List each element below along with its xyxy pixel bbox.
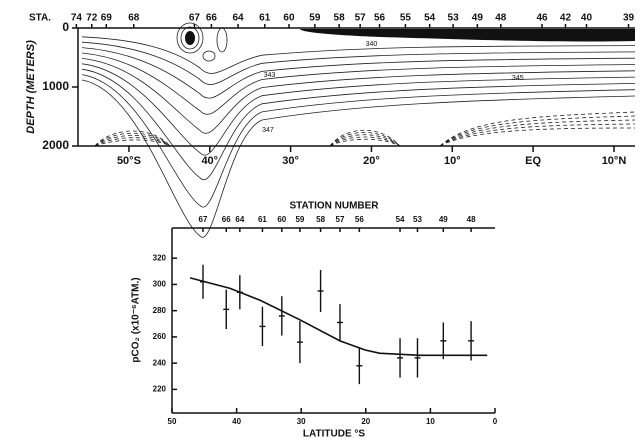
contour-label: 347 — [262, 127, 274, 134]
station-label: 58 — [316, 215, 325, 224]
station-label: 60 — [277, 215, 286, 224]
station-label: 61 — [259, 13, 271, 24]
contour-field — [81, 22, 636, 238]
contour-label: 340 — [366, 41, 378, 48]
station-label: 57 — [355, 13, 367, 24]
contour-label: 343 — [264, 72, 276, 79]
station-label: 39 — [623, 13, 635, 24]
station-label: 68 — [128, 13, 140, 24]
contour-line — [94, 127, 636, 147]
station-label: 42 — [560, 13, 572, 24]
y-tick-label: 1000 — [42, 79, 69, 93]
eddy-contour — [216, 27, 228, 53]
y-tick-label: 220 — [153, 384, 167, 393]
station-label: 64 — [233, 13, 245, 24]
x-tick-label: 20° — [363, 155, 380, 167]
station-label: 66 — [222, 215, 231, 224]
station-label: 55 — [400, 13, 412, 24]
station-label: 60 — [283, 13, 295, 24]
contour-line — [81, 47, 636, 99]
station-label: 49 — [439, 215, 448, 224]
station-label: 54 — [424, 13, 436, 24]
y-tick-label: 300 — [153, 280, 167, 289]
contour-line — [81, 68, 636, 181]
top-axis-title: STATION NUMBER — [289, 201, 379, 212]
x-tick-label: 40° — [201, 155, 218, 167]
station-label: 59 — [295, 215, 304, 224]
contour-label: 345 — [512, 75, 524, 82]
eddy-contour — [202, 50, 216, 62]
station-label: 49 — [472, 13, 484, 24]
contour-line — [94, 119, 636, 147]
station-label: 53 — [413, 215, 422, 224]
eddy-contour — [176, 22, 204, 54]
station-label: 66 — [206, 13, 218, 24]
station-label: 67 — [189, 13, 201, 24]
x-tick-label: 10° — [444, 155, 461, 167]
x-axis-title: LATITUDE °S — [303, 429, 365, 439]
y-tick-label: 280 — [153, 306, 167, 315]
contour-line — [81, 63, 636, 156]
station-label: 74 — [71, 13, 83, 24]
y-axis-title: DEPTH (METERS) — [25, 40, 37, 134]
y-tick-label: 260 — [153, 332, 167, 341]
station-prefix: STA. — [29, 13, 51, 24]
station-label: 57 — [336, 215, 345, 224]
x-tick-label: 50 — [168, 417, 177, 426]
station-label: 67 — [199, 215, 208, 224]
station-label: 56 — [374, 13, 386, 24]
contour-line — [81, 74, 636, 208]
contour-line — [81, 52, 636, 115]
contour-line — [94, 111, 636, 147]
x-tick-label: 0 — [493, 417, 498, 426]
y-tick-label: 240 — [153, 358, 167, 367]
station-label: 69 — [101, 13, 113, 24]
station-label: 48 — [495, 13, 507, 24]
station-label: 72 — [86, 13, 98, 24]
station-label: 46 — [536, 13, 548, 24]
contour-line — [94, 123, 636, 147]
x-tick-label: 20 — [361, 417, 370, 426]
station-label: 64 — [235, 215, 244, 224]
contour-line — [94, 115, 636, 147]
y-tick-label: 2000 — [42, 138, 69, 152]
station-label: 53 — [448, 13, 460, 24]
y-axis-title: pCO₂ (x10⁻⁶ATM.) — [131, 277, 142, 362]
contour-line — [81, 41, 636, 85]
eddy-core — [185, 31, 195, 45]
station-label: 59 — [309, 13, 321, 24]
x-tick-label: 10 — [426, 417, 435, 426]
station-label: 61 — [258, 215, 267, 224]
x-tick-label: EQ — [525, 155, 541, 167]
station-label: 58 — [334, 13, 346, 24]
x-tick-label: 50°S — [117, 155, 141, 167]
eddy-contour — [180, 26, 200, 50]
station-label: 40 — [581, 13, 593, 24]
dense-contours — [300, 29, 635, 42]
station-label: 56 — [355, 215, 364, 224]
station-label: 54 — [396, 215, 405, 224]
x-tick-label: 10°N — [602, 155, 627, 167]
y-tick-label: 0 — [62, 20, 69, 34]
x-tick-label: 30 — [297, 417, 306, 426]
station-label: 48 — [467, 215, 476, 224]
x-tick-label: 30° — [282, 155, 299, 167]
y-tick-label: 320 — [153, 253, 167, 262]
contour-line — [81, 36, 636, 74]
contour-line — [81, 79, 636, 238]
contour-line — [81, 58, 636, 134]
x-tick-label: 40 — [232, 417, 241, 426]
